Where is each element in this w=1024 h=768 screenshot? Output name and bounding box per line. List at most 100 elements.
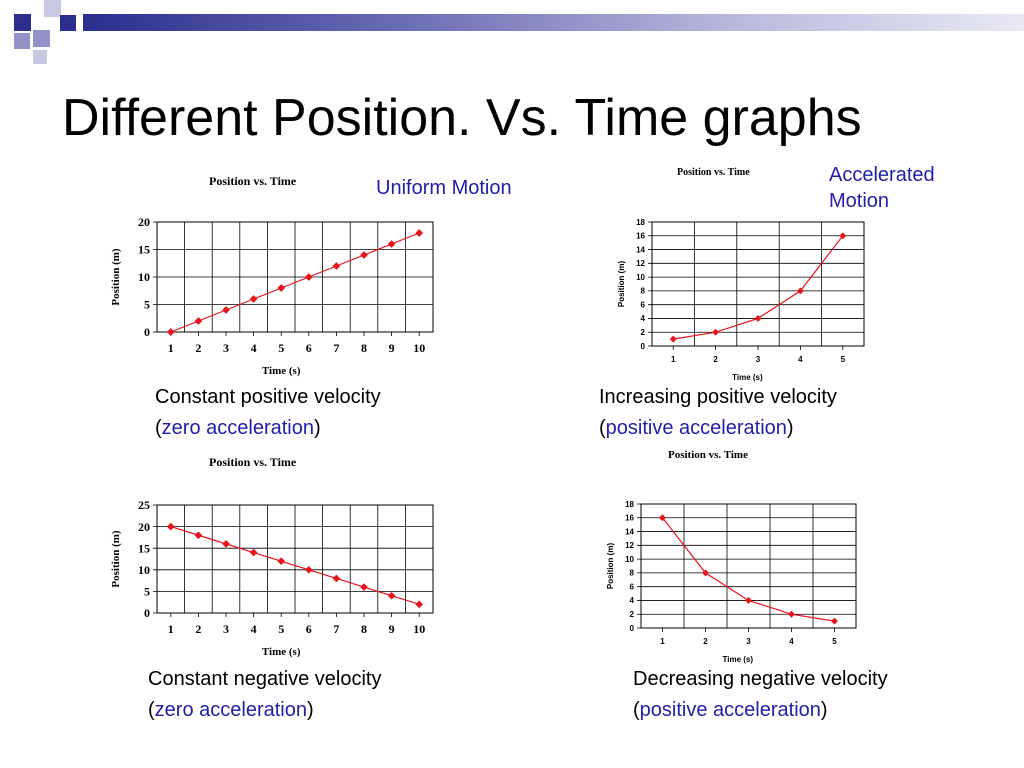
data-point [839, 232, 847, 240]
caption-2-line1: Increasing positive velocity [599, 386, 837, 408]
chart-4-title: Position vs. Time [668, 449, 748, 461]
data-point [166, 328, 175, 336]
data-point [787, 610, 796, 618]
data-point [222, 539, 230, 548]
x-tick-label: 5 [278, 622, 284, 636]
caption-4-line1: Decreasing negative velocity [633, 668, 888, 690]
x-tick-label: 9 [389, 341, 395, 355]
y-axis-label: Position (m) [110, 530, 122, 587]
y-tick-label: 8 [630, 569, 635, 578]
x-tick-label: 3 [756, 355, 761, 364]
x-tick-label: 5 [278, 341, 284, 355]
y-tick-label: 20 [138, 520, 150, 534]
data-point [360, 251, 368, 259]
data-point [332, 574, 341, 583]
x-axis-label: Time (s) [722, 655, 753, 664]
y-tick-label: 15 [138, 243, 150, 257]
data-point [277, 557, 286, 566]
slide-title: Different Position. Vs. Time graphs [62, 89, 862, 147]
x-tick-label: 2 [195, 622, 201, 636]
x-tick-label: 8 [361, 622, 367, 636]
data-point [415, 600, 424, 609]
y-tick-label: 18 [625, 500, 634, 509]
y-tick-label: 2 [630, 610, 635, 619]
data-point [754, 314, 762, 322]
data-point [796, 287, 804, 295]
y-tick-label: 20 [138, 215, 150, 229]
x-tick-label: 3 [223, 622, 229, 636]
chart-2-title: Position vs. Time [677, 167, 750, 178]
y-tick-label: 0 [144, 606, 150, 620]
y-tick-label: 15 [138, 541, 150, 555]
caption-1: Constant positive velocity (zero acceler… [155, 382, 381, 444]
y-tick-label: 18 [636, 218, 645, 227]
x-tick-label: 4 [251, 622, 257, 636]
x-tick-label: 7 [333, 341, 339, 355]
chart-1-title: Position vs. Time [209, 174, 297, 188]
x-tick-label: 1 [168, 341, 174, 355]
y-tick-label: 10 [138, 563, 150, 577]
x-tick-label: 6 [306, 341, 312, 355]
y-axis-label: Position (m) [606, 543, 615, 590]
series-line [662, 517, 835, 622]
x-axis-label: Time (s) [262, 646, 301, 658]
x-tick-label: 7 [333, 622, 339, 636]
y-tick-label: 2 [641, 328, 646, 337]
y-tick-label: 6 [641, 300, 646, 309]
data-point [415, 229, 424, 237]
x-tick-label: 5 [841, 355, 846, 364]
deco-square-medium-2 [14, 33, 30, 49]
data-point [701, 569, 710, 577]
data-point [249, 548, 258, 557]
caption-3-line1: Constant negative velocity [148, 668, 382, 690]
x-tick-label: 10 [413, 622, 425, 636]
deco-square-light-2 [33, 50, 47, 64]
y-tick-label: 0 [144, 325, 150, 339]
caption-1-line1: Constant positive velocity [155, 386, 381, 408]
header-gradient-bar [83, 14, 1024, 31]
data-point [387, 240, 396, 248]
deco-square-dark [14, 14, 31, 31]
x-tick-label: 4 [798, 355, 803, 364]
x-axis-label: Time (s) [732, 373, 763, 382]
accelerated-label-line1: Accelerated [829, 164, 935, 186]
data-point [277, 284, 286, 292]
y-tick-label: 10 [625, 555, 634, 564]
x-tick-label: 4 [251, 341, 257, 355]
y-tick-label: 12 [625, 541, 634, 550]
caption-4-accent: positive acceleration [639, 699, 821, 721]
y-tick-label: 5 [144, 298, 150, 312]
chart-3-title: Position vs. Time [209, 455, 297, 469]
data-point [387, 591, 396, 600]
caption-3: Constant negative velocity (zero acceler… [148, 664, 381, 726]
series-line [170, 526, 420, 605]
data-point [658, 514, 667, 522]
plot-area [651, 221, 865, 347]
y-tick-label: 4 [641, 314, 646, 323]
caption-1-line2: (zero acceleration) [155, 413, 381, 444]
y-tick-label: 14 [625, 527, 634, 536]
data-point [304, 273, 313, 281]
data-point [669, 335, 677, 343]
data-point [249, 295, 258, 303]
x-tick-label: 10 [413, 341, 425, 355]
accelerated-motion-label: Accelerated Motion [829, 162, 935, 214]
series-line [673, 235, 844, 340]
caption-4-open: ( [633, 699, 640, 721]
caption-3-line2: (zero acceleration) [148, 695, 381, 726]
x-tick-label: 6 [306, 622, 312, 636]
x-tick-label: 5 [832, 637, 837, 646]
data-point [712, 328, 720, 336]
y-tick-label: 4 [630, 596, 635, 605]
caption-3-close: ) [306, 699, 314, 721]
caption-4: Decreasing negative velocity (positive a… [633, 664, 888, 726]
y-tick-label: 6 [630, 582, 635, 591]
x-tick-label: 3 [746, 637, 751, 646]
x-tick-label: 1 [168, 622, 174, 636]
data-point [194, 531, 203, 540]
data-point [360, 583, 368, 592]
caption-1-open: ( [155, 417, 162, 439]
y-tick-label: 12 [636, 259, 645, 268]
x-tick-label: 4 [789, 637, 794, 646]
y-axis-label: Position (m) [110, 248, 122, 305]
